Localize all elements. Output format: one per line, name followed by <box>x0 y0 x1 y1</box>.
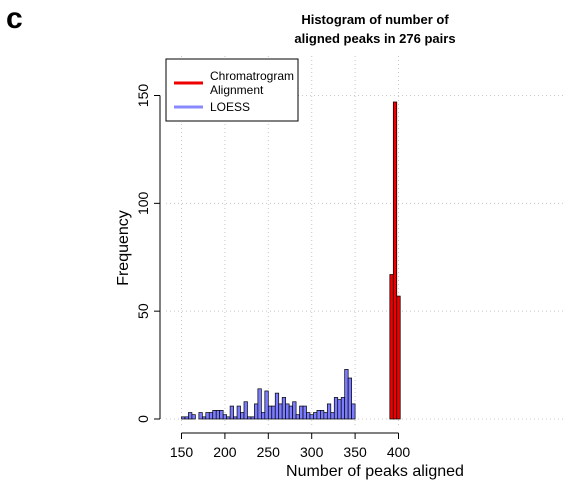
loess-bar <box>271 405 276 420</box>
loess-bar <box>250 416 255 420</box>
loess-bar <box>323 412 328 420</box>
y-tick-label-50: 50 <box>135 303 151 319</box>
loess-bar <box>347 377 352 420</box>
x-tick-label-350: 350 <box>343 444 367 460</box>
legend-label-loess: LOESS <box>210 100 250 114</box>
loess-bar <box>309 414 314 420</box>
loess-bar <box>184 416 189 420</box>
x-axis: 150 200 250 300 350 400 <box>170 432 411 460</box>
chromatogram-bars <box>389 101 401 420</box>
x-tick-label-300: 300 <box>300 444 324 460</box>
loess-bar <box>243 401 248 420</box>
loess-bar <box>281 397 287 420</box>
chromatogram-bar <box>392 101 398 420</box>
loess-bar <box>257 388 262 420</box>
y-tick-label-0: 0 <box>135 415 151 423</box>
loess-bar <box>219 410 224 420</box>
y-axis: 0 50 100 150 <box>135 84 161 423</box>
chart-title-line-2: aligned peaks in 276 pairs <box>294 31 455 46</box>
loess-bar <box>229 405 234 420</box>
legend-label-chromatogram-line-2: Alignment <box>210 83 264 97</box>
panel-label: c <box>6 2 23 35</box>
loess-bar <box>316 410 321 420</box>
loess-bar <box>288 405 293 420</box>
loess-bar <box>233 416 238 420</box>
loess-bar <box>351 403 356 420</box>
loess-bar <box>295 414 300 420</box>
loess-bar <box>299 405 304 420</box>
chromatogram-bar <box>396 295 401 420</box>
loess-bar <box>201 416 207 420</box>
loess-bar <box>181 416 186 420</box>
loess-bar <box>278 403 283 420</box>
loess-bar <box>313 412 318 420</box>
loess-bar <box>326 403 332 420</box>
loess-bar <box>285 403 290 420</box>
loess-bars <box>181 369 356 420</box>
loess-bar <box>337 399 342 420</box>
loess-bar <box>254 403 259 420</box>
legend-box <box>165 58 299 122</box>
loess-bar <box>191 414 196 420</box>
grid-lines <box>166 56 566 427</box>
loess-bar <box>306 412 311 420</box>
loess-bar <box>240 412 245 420</box>
loess-bar <box>205 412 210 420</box>
loess-bar <box>340 397 346 420</box>
loess-bar <box>344 369 349 420</box>
loess-bar <box>320 410 325 420</box>
loess-bar <box>208 412 214 420</box>
loess-bar <box>198 412 203 420</box>
legend: Chromatrogram Alignment LOESS <box>165 58 299 122</box>
chart-title-line-1: Histogram of number of <box>301 12 449 27</box>
loess-bar <box>302 405 307 420</box>
chromatogram-bar <box>389 274 394 420</box>
x-tick-label-150: 150 <box>170 444 194 460</box>
loess-bar <box>264 390 269 420</box>
y-axis-title: Frequency <box>115 210 132 286</box>
y-tick-label-100: 100 <box>135 191 151 215</box>
loess-bar <box>333 397 339 420</box>
loess-bar <box>247 416 252 420</box>
x-tick-label-250: 250 <box>257 444 281 460</box>
x-tick-label-200: 200 <box>213 444 237 460</box>
loess-bar <box>226 416 231 420</box>
loess-bar <box>267 405 273 420</box>
y-tick-label-150: 150 <box>135 84 151 108</box>
loess-bar <box>330 412 335 420</box>
loess-bar <box>212 410 217 420</box>
loess-bar <box>188 412 193 420</box>
loess-bar <box>261 412 266 420</box>
loess-bar <box>236 405 241 420</box>
loess-bar <box>274 392 280 420</box>
loess-bar <box>215 410 221 420</box>
x-tick-label-400: 400 <box>387 444 411 460</box>
loess-bar <box>292 401 297 420</box>
x-axis-title: Number of peaks aligned <box>286 463 464 480</box>
legend-label-chromatogram-line-1: Chromatrogram <box>210 69 294 83</box>
loess-bar <box>222 414 227 420</box>
